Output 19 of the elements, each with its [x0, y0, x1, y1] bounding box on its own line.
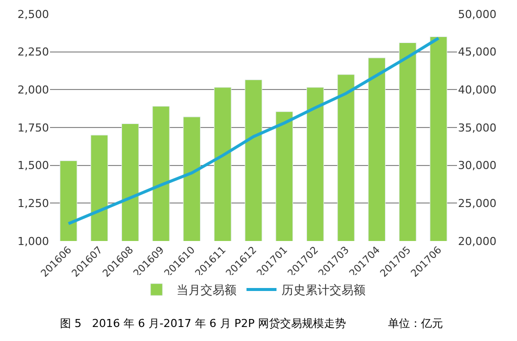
legend-label: 历史累计交易额: [282, 283, 366, 298]
y2-tick-label: 40,000: [458, 84, 496, 97]
y-tick-label: 2,000: [18, 84, 49, 97]
y2-tick-label: 25,000: [458, 197, 496, 210]
y2-tick-label: 45,000: [458, 46, 496, 59]
y-tick-label: 1,500: [18, 159, 49, 172]
y-tick-label: 1,750: [18, 121, 49, 134]
y-tick-label: 1,000: [18, 234, 49, 248]
legend-label: 当月交易额: [176, 283, 236, 298]
line-series: [67, 36, 440, 226]
y2-tick-label: 20,000: [458, 234, 496, 248]
caption: 图 5 2016 年 6 月-2017 年 6 月 P2P 网贷交易规模走势: [60, 317, 346, 330]
y-tick-label: 2,250: [18, 46, 49, 59]
y2-tick-label: 30,000: [458, 159, 496, 172]
y2-tick-label: 50,000: [458, 8, 496, 21]
text: 单位：亿元: [388, 317, 443, 330]
y-tick-label: 1,250: [18, 197, 49, 210]
y2-tick-label: 35,000: [458, 121, 496, 134]
y-tick-label: 2,500: [18, 8, 49, 21]
